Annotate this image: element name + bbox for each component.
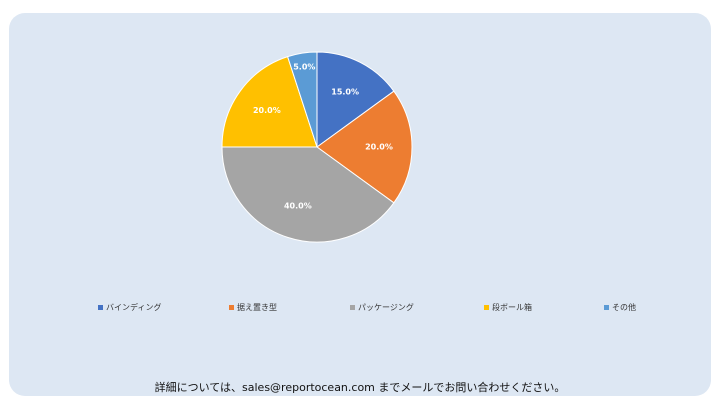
data-label-cardboard: 20.0% — [253, 106, 281, 115]
legend-label-cardboard: 段ボール箱 — [492, 303, 532, 312]
legend-item-binding: バインディング — [98, 302, 161, 313]
legend-item-stationary: 据え置き型 — [229, 302, 277, 313]
pie-slice-cardboard — [221, 56, 318, 148]
pie-slice-packaging — [221, 146, 395, 243]
legend-label-binding: バインディング — [106, 303, 162, 312]
legend-swatch-stationary — [229, 305, 234, 310]
data-label-stationary: 20.0% — [365, 143, 393, 152]
legend-item-other: その他 — [604, 302, 636, 313]
contact-footer: 詳細については、sales@reportocean.com までメールでお問い合… — [154, 381, 566, 394]
legend-item-packaging: パッケージング — [350, 302, 414, 313]
legend-swatch-binding — [98, 305, 103, 310]
pie-slice-stationary — [316, 90, 413, 204]
legend-label-packaging: パッケージング — [358, 303, 414, 312]
data-label-packaging: 40.0% — [284, 201, 312, 210]
legend-label-other: その他 — [612, 303, 636, 312]
data-label-binding: 15.0% — [331, 87, 359, 96]
legend-swatch-packaging — [350, 305, 355, 310]
legend-item-cardboard: 段ボール箱 — [484, 302, 532, 313]
pie-slice-other — [287, 51, 318, 148]
legend-swatch-cardboard — [484, 305, 489, 310]
data-label-other: 5.0% — [293, 62, 315, 71]
chart-legend: バインディング 据え置き型 パッケージング 段ボール箱 その他 — [0, 302, 720, 318]
legend-label-stationary: 据え置き型 — [237, 303, 277, 312]
pie-slice-binding — [316, 51, 395, 148]
legend-swatch-other — [604, 305, 609, 310]
